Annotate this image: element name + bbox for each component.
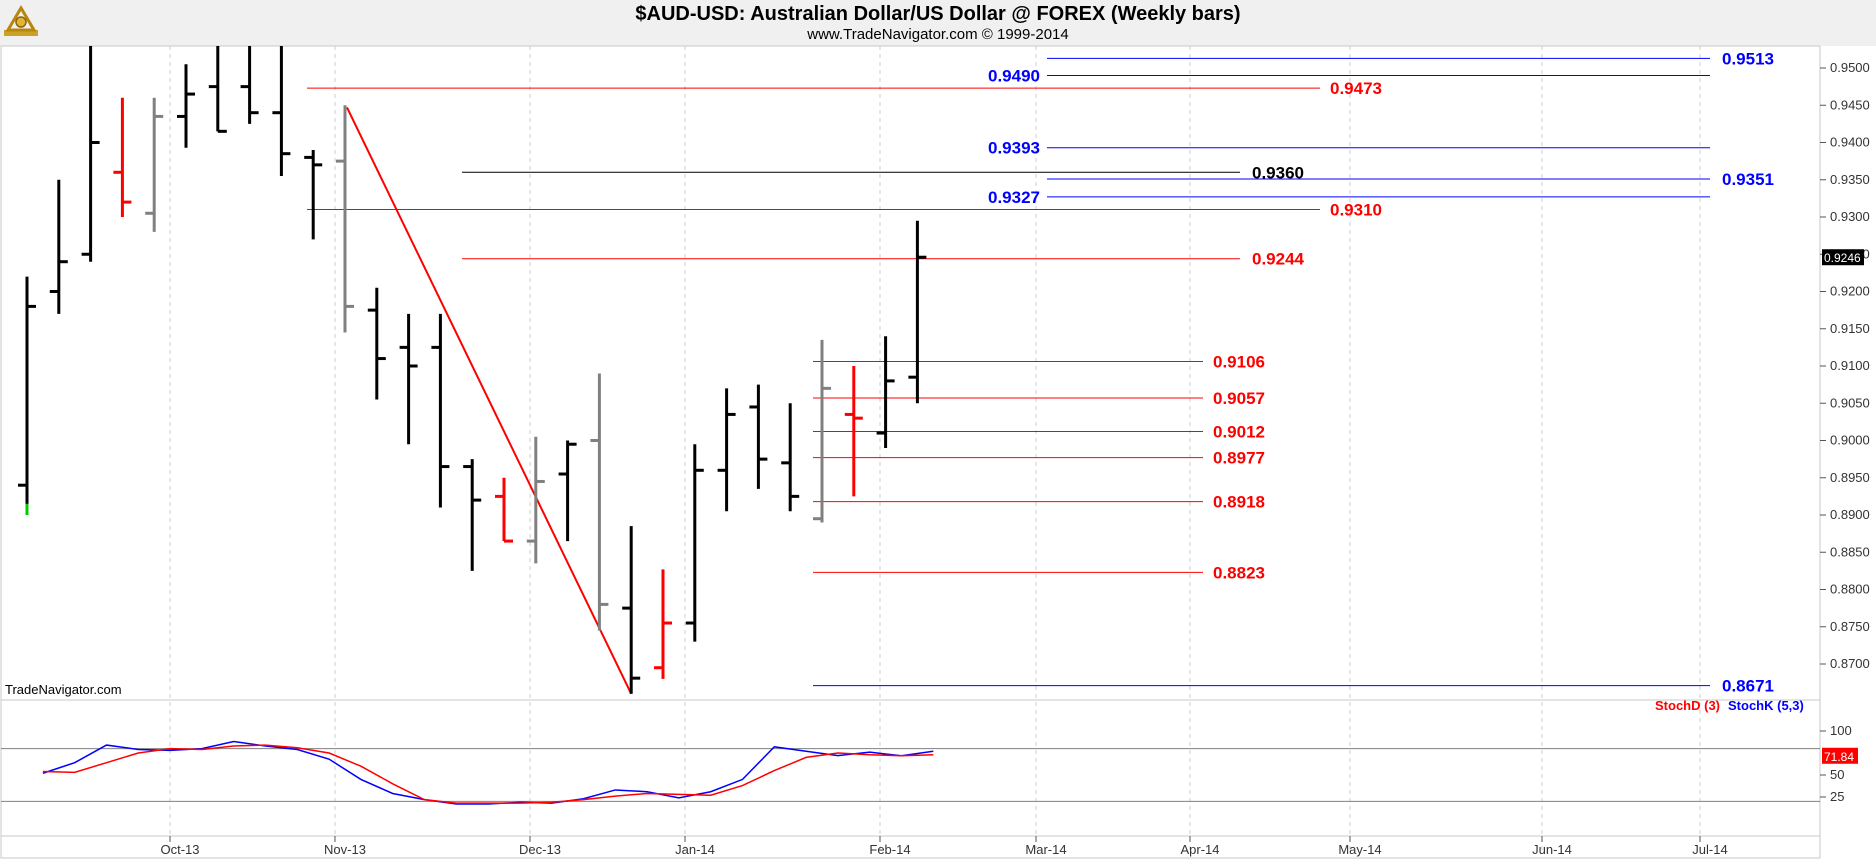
ohlc-bar (336, 105, 354, 333)
level-label-0.9057: 0.9057 (1213, 389, 1265, 408)
stoch-last-label: 71.84 (1824, 750, 1854, 764)
ohlc-bar (399, 313, 418, 445)
level-label-0.9513: 0.9513 (1722, 49, 1774, 68)
date-tick-label: Dec-13 (519, 842, 561, 857)
ohlc-bar (590, 373, 609, 631)
chart-title: $AUD-USD: Australian Dollar/US Dollar @ … (635, 3, 1241, 25)
ohlc-bar (431, 313, 450, 508)
ohlc-bar (272, 46, 291, 177)
stoch-tick-label: 50 (1830, 767, 1844, 782)
level-label-0.8823: 0.8823 (1213, 563, 1265, 582)
ohlc-bar (908, 220, 927, 404)
watermark: TradeNavigator.com (5, 682, 122, 697)
stoch-legend-d: StochD (3) (1655, 698, 1720, 713)
level-label-0.9327: 0.9327 (988, 188, 1040, 207)
level-label-0.9360: 0.9360 (1252, 163, 1304, 182)
price-tick-label: 0.8900 (1830, 507, 1870, 522)
ohlc-bar (654, 569, 672, 679)
ohlc-bar (18, 276, 36, 515)
date-tick-label: Apr-14 (1180, 842, 1219, 857)
price-axis: 0.8700 0.8750 0.8800 0.8850 0.8900 0.8950 0.90… (1820, 60, 1870, 671)
level-label-0.9106: 0.9106 (1213, 353, 1265, 372)
last-price-label: 0.9246 (1824, 251, 1861, 265)
ohlc-bar (304, 149, 323, 240)
price-tick-label: 0.8800 (1830, 582, 1870, 597)
stoch-tick-label: 100 (1830, 723, 1852, 738)
vertical-gridlines (169, 46, 1701, 852)
date-tick-label: Oct-13 (160, 842, 199, 857)
stoch-tick-label: 25 (1830, 789, 1844, 804)
ohlc-bar (177, 64, 195, 148)
price-tick-label: 0.9300 (1830, 209, 1870, 224)
price-tick-label: 0.9150 (1830, 321, 1870, 336)
price-tick-label: 0.9100 (1830, 358, 1870, 373)
horizontal-levels: 0.9513 0.9490 0.9473 0.9393 0.9360 0.9351 0.93… (307, 49, 1774, 696)
price-tick-label: 0.9050 (1830, 395, 1870, 410)
price-tick-label: 0.9000 (1830, 433, 1870, 448)
price-tick-label: 0.8950 (1830, 470, 1870, 485)
sextant-logo-icon (4, 5, 38, 36)
level-label-0.8918: 0.8918 (1213, 493, 1265, 512)
level-label-0.8671: 0.8671 (1722, 677, 1774, 696)
ohlc-bar (49, 179, 68, 314)
ohlc-bar (876, 336, 895, 448)
stoch-legend-k: StochK (5,3) (1728, 698, 1804, 713)
last-price-marker (1822, 249, 1864, 266)
ohlc-bar (367, 287, 386, 400)
level-label-0.9473: 0.9473 (1330, 79, 1382, 98)
date-tick-label: Mar-14 (1025, 842, 1066, 857)
price-tick-label: 0.9350 (1830, 172, 1870, 187)
price-tick-label: 0.9200 (1830, 284, 1870, 299)
plot-frame (0, 45, 1821, 859)
ohlc-bar (781, 403, 800, 512)
level-label-0.9244: 0.9244 (1252, 250, 1305, 269)
date-axis: Oct-13 Nov-13 Dec-13 Jan-14 Feb-14 Mar-14 Apr-… (1, 835, 1820, 857)
price-tick-label: 0.8700 (1830, 656, 1870, 671)
price-tick-label: 0.8750 (1830, 619, 1870, 634)
ohlc-bar (844, 366, 863, 497)
chart-header: $AUD-USD: Australian Dollar/US Dollar @ … (0, 0, 1876, 46)
ohlc-bar (622, 526, 641, 694)
ohlc-bar (113, 97, 132, 217)
date-tick-label: May-14 (1338, 842, 1381, 857)
price-tick-label: 0.9400 (1830, 135, 1870, 150)
ohlc-bar (240, 46, 259, 124)
ohlc-bar (685, 444, 704, 642)
ohlc-bar (81, 46, 100, 262)
stoch-line-StochK (5,3) (42, 740, 934, 805)
price-bars (18, 46, 927, 694)
level-label-0.9012: 0.9012 (1213, 423, 1265, 442)
level-label-0.9490: 0.9490 (988, 66, 1040, 85)
chart-subtitle: www.TradeNavigator.com © 1999-2014 (807, 26, 1069, 43)
date-tick-label: Nov-13 (324, 842, 366, 857)
price-tick-label: 0.9500 (1830, 60, 1870, 75)
ohlc-bar (208, 46, 227, 133)
date-tick-label: Jun-14 (1532, 842, 1572, 857)
price-tick-label: 0.9450 (1830, 97, 1870, 112)
ohlc-bar (717, 388, 736, 512)
trendline (346, 107, 633, 695)
date-tick-label: Jul-14 (1692, 842, 1727, 857)
stoch-last-marker (1822, 747, 1858, 764)
ohlc-bar (145, 97, 164, 232)
ohlc-bar (813, 339, 831, 523)
level-label-0.9393: 0.9393 (988, 139, 1040, 158)
date-tick-label: Jan-14 (675, 842, 715, 857)
ohlc-bar (558, 440, 577, 542)
ohlc-bar (463, 459, 482, 571)
level-label-0.8977: 0.8977 (1213, 449, 1265, 468)
stochastic-panel: 25 50 100 71.84 StochD (3) StochK (5,3) (1, 698, 1858, 805)
ohlc-bar (749, 384, 768, 489)
level-label-0.9351: 0.9351 (1722, 170, 1774, 189)
price-tick-label: 0.8850 (1830, 544, 1870, 559)
ohlc-bar (526, 436, 545, 564)
stoch-line-StochD (3) (42, 744, 934, 804)
ohlc-bar (495, 477, 513, 543)
date-tick-label: Feb-14 (869, 842, 910, 857)
level-label-0.9310: 0.9310 (1330, 201, 1382, 220)
trendline-segment (346, 107, 633, 695)
